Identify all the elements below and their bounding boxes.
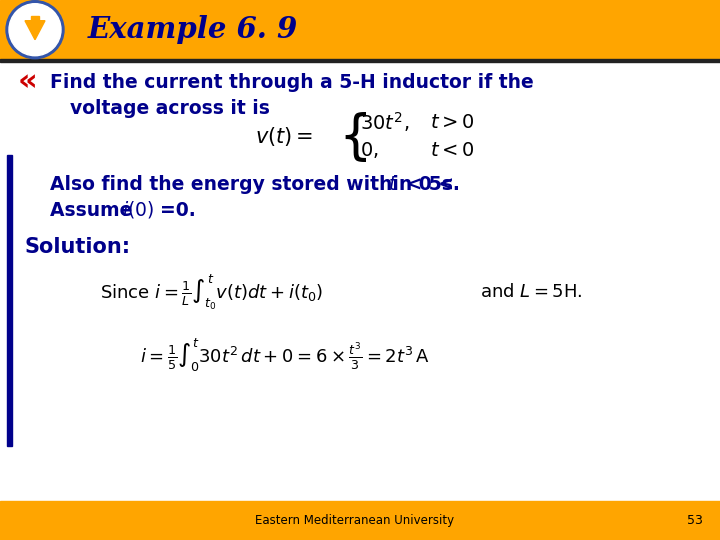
Text: $0,$: $0,$	[360, 140, 379, 160]
Text: $i = \frac{1}{5}\int_{0}^{t} 30t^2\,dt + 0 = 6\times\frac{t^3}{3} = 2t^3\,\mathr: $i = \frac{1}{5}\int_{0}^{t} 30t^2\,dt +…	[140, 336, 430, 374]
Text: $t > 0$: $t > 0$	[430, 112, 474, 132]
Text: =0.: =0.	[160, 200, 196, 219]
Text: $v(t) =$: $v(t) =$	[255, 125, 313, 148]
Text: «: «	[17, 68, 37, 97]
Text: $t$: $t$	[388, 176, 398, 194]
Circle shape	[9, 4, 61, 56]
Text: Find the current through a 5-H inductor if the: Find the current through a 5-H inductor …	[50, 72, 534, 91]
Text: Solution:: Solution:	[25, 237, 131, 257]
Text: and $L = 5$H.: and $L = 5$H.	[480, 283, 582, 301]
Text: voltage across it is: voltage across it is	[70, 98, 270, 118]
Text: $t < 0$: $t < 0$	[430, 140, 474, 159]
Text: Since $i = \frac{1}{L}\int_{t_0}^{t} v(t)dt + i(t_0)$: Since $i = \frac{1}{L}\int_{t_0}^{t} v(t…	[100, 272, 323, 312]
Text: Example 6. 9: Example 6. 9	[88, 15, 298, 44]
Circle shape	[6, 1, 64, 59]
Bar	[7, 155, 12, 446]
Text: $30t^2,$: $30t^2,$	[360, 110, 409, 134]
Bar	[0, 59, 720, 62]
Text: Eastern Mediterranean University: Eastern Mediterranean University	[256, 514, 454, 527]
Polygon shape	[25, 21, 45, 40]
Bar	[31, 16, 39, 21]
Text: 53: 53	[687, 514, 703, 527]
Text: $\{$: $\{$	[338, 110, 367, 164]
Bar	[0, 0, 720, 59]
Text: Also find the energy stored within 0 <: Also find the energy stored within 0 <	[50, 176, 461, 194]
Text: $i(0)$: $i(0)$	[122, 199, 154, 220]
Text: < 5s.: < 5s.	[400, 176, 460, 194]
Text: Assume: Assume	[50, 200, 139, 219]
Bar	[0, 501, 720, 540]
